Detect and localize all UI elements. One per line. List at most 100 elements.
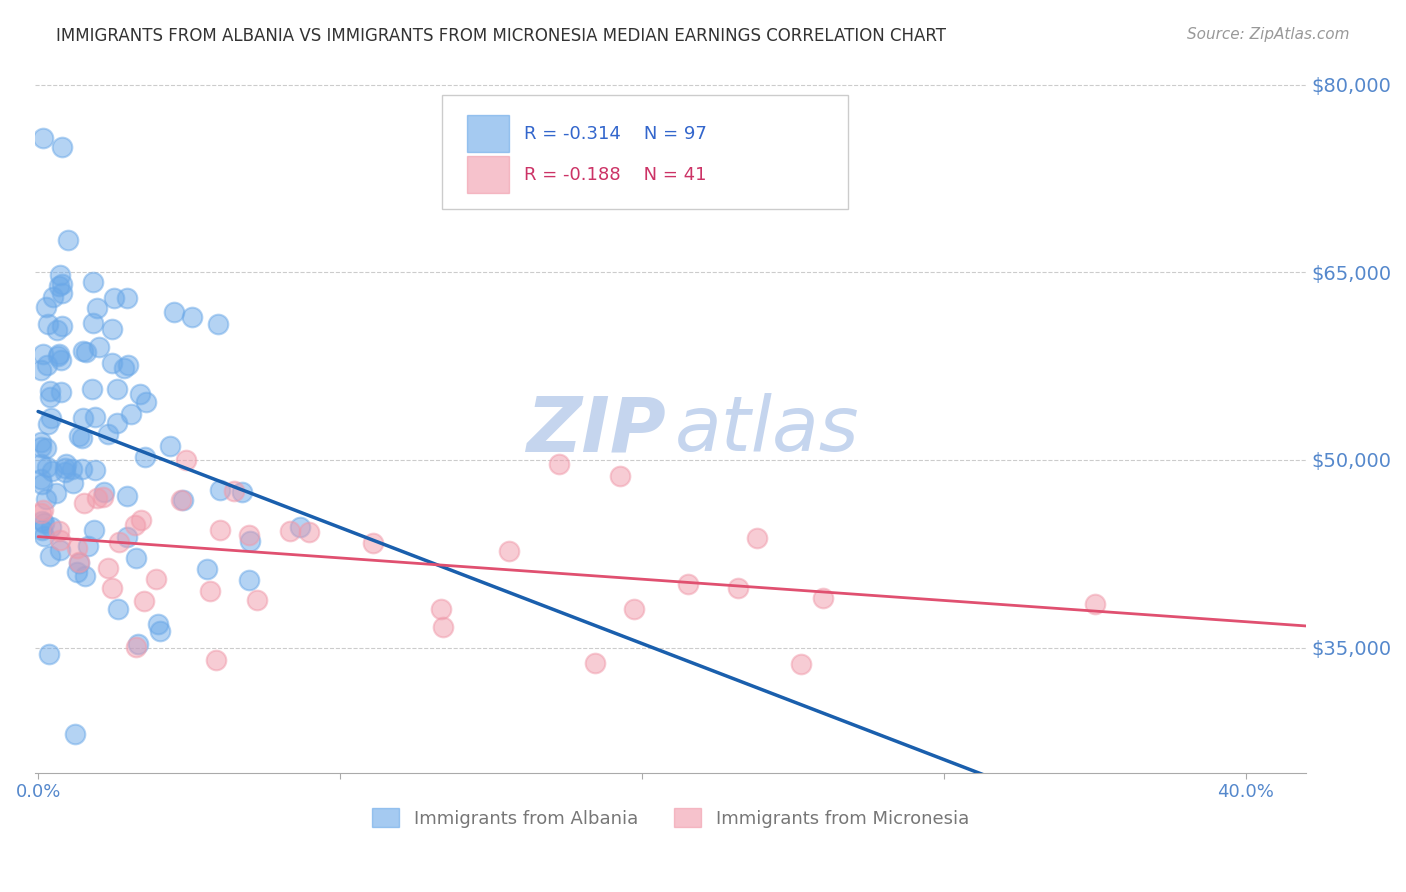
Point [148,624,170,638]
Point [73,496,96,510]
Point [31,515,53,529]
Point [135,394,157,409]
Point [727,581,749,595]
Point [105,382,128,396]
Point [84,463,107,477]
Point [86,301,108,315]
Point [55,458,77,472]
Point [32,503,55,517]
Point [91,491,114,505]
Point [298,524,321,539]
Point [101,581,124,595]
Point [159,439,181,453]
Point [31,476,53,491]
Point [46,349,69,363]
Point [208,483,231,497]
Point [34,529,56,543]
Point [66,541,89,555]
Point [238,528,260,542]
Point [103,291,125,305]
Point [72,410,94,425]
Point [124,518,146,533]
Point [246,592,269,607]
Point [107,534,129,549]
Point [38,647,60,661]
Point [129,386,152,401]
Point [583,656,606,670]
Point [117,489,139,503]
Point [62,475,84,490]
Point [51,277,73,292]
Point [115,292,138,306]
Point [745,531,768,545]
Point [148,617,170,632]
Point [83,523,105,537]
Point [238,573,260,587]
Point [67,557,90,571]
Point [30,472,52,486]
Text: R = -0.188    N = 41: R = -0.188 N = 41 [524,166,707,184]
Point [37,358,59,372]
Point [198,583,221,598]
Text: atlas: atlas [675,393,859,467]
Point [51,319,73,334]
Point [82,316,104,330]
Point [83,409,105,424]
Point [39,549,62,563]
Point [63,726,86,740]
Point [231,485,253,500]
Point [609,469,631,483]
Point [34,441,56,455]
Point [51,286,73,301]
Point [224,484,246,499]
Point [197,562,219,576]
Point [278,524,301,539]
Point [107,601,129,615]
Point [105,416,128,430]
Point [70,462,93,476]
Text: R = -0.314    N = 97: R = -0.314 N = 97 [524,125,707,143]
Point [82,383,104,397]
Point [172,492,194,507]
Text: ZIP: ZIP [527,393,666,467]
Point [170,492,193,507]
Point [39,384,62,398]
Point [623,602,645,616]
Point [117,358,139,372]
Point [101,356,124,370]
Point [72,343,94,358]
Point [174,453,197,467]
Point [31,523,53,537]
Point [208,523,231,537]
Point [60,461,83,475]
Point [97,560,120,574]
Point [41,519,63,533]
Bar [467,156,509,193]
Point [72,431,94,445]
Point [45,486,67,500]
Point [115,529,138,543]
Point [66,566,89,580]
Point [75,344,97,359]
Point [82,276,104,290]
FancyBboxPatch shape [441,95,848,210]
Point [361,535,384,549]
Point [31,347,53,361]
Point [429,602,451,616]
Point [67,428,90,442]
Point [134,450,156,464]
Point [30,457,52,471]
Point [49,353,72,368]
Point [76,540,98,554]
Point [1084,597,1107,611]
Point [35,300,58,314]
Point [498,544,520,558]
Point [811,591,834,605]
Point [288,520,311,534]
Point [30,362,52,376]
Point [32,516,55,531]
Point [181,310,204,324]
Point [101,322,124,336]
Point [239,533,262,548]
Point [132,594,155,608]
